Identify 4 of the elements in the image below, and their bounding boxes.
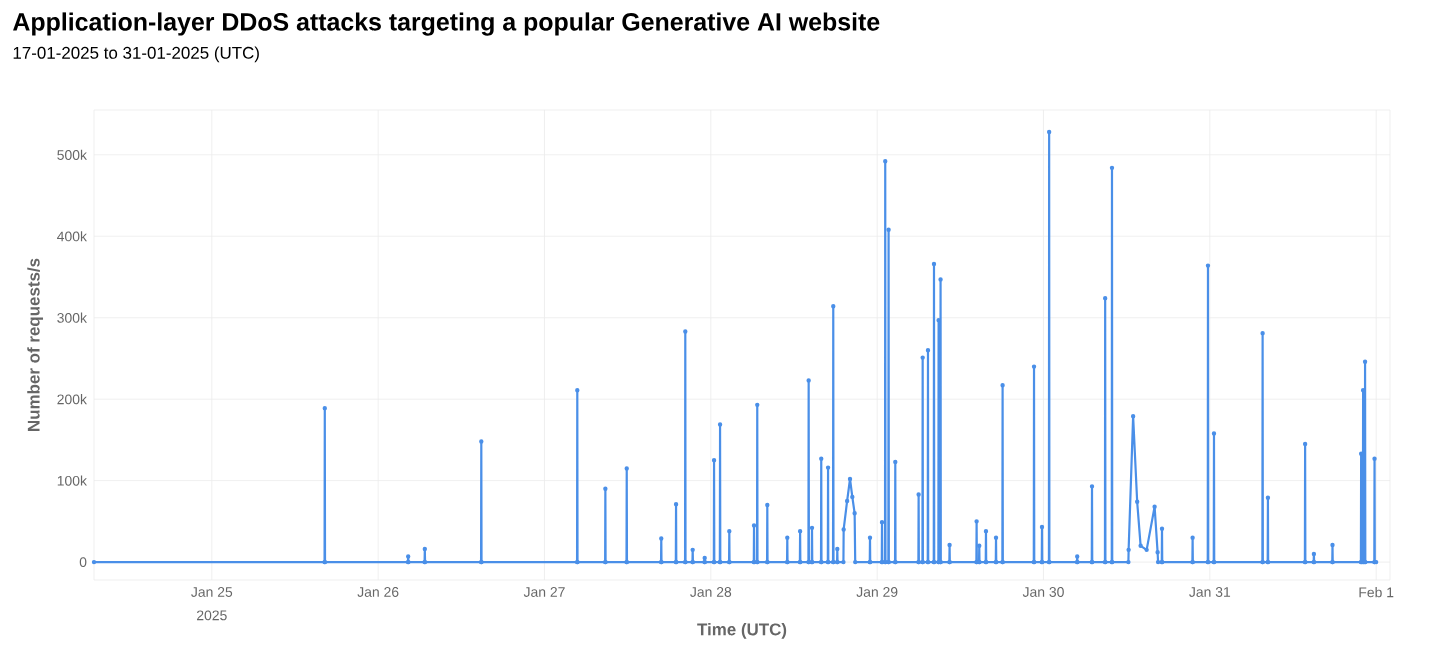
chart-title: Application-layer DDoS attacks targeting a popular Generative AI website xyxy=(13,12,880,36)
y-axis-title: Number of requests/s xyxy=(27,258,44,431)
chart-subtitle: 17-01-2025 to 31-01-2025 (UTC) xyxy=(13,46,259,63)
x-axis-title: Time (UTC) xyxy=(697,622,787,639)
